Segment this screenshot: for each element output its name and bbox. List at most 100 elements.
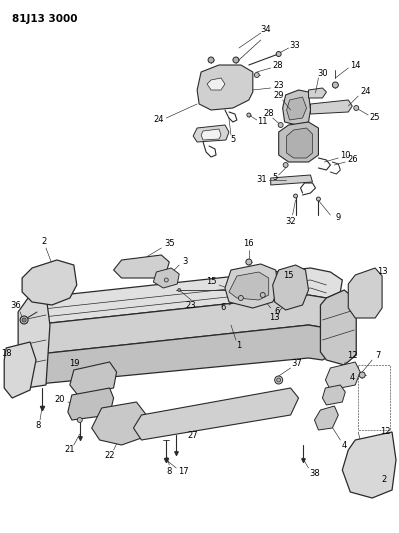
Polygon shape xyxy=(282,90,310,125)
Polygon shape xyxy=(70,362,117,395)
Text: 8: 8 xyxy=(167,467,172,477)
Circle shape xyxy=(77,417,82,423)
Text: 4: 4 xyxy=(342,441,347,450)
Text: 35: 35 xyxy=(164,239,175,248)
Text: 31: 31 xyxy=(257,175,267,184)
Text: 17: 17 xyxy=(178,467,188,477)
Polygon shape xyxy=(271,175,312,185)
Circle shape xyxy=(260,293,265,297)
Circle shape xyxy=(208,57,214,63)
Text: 7: 7 xyxy=(375,351,381,359)
Text: 18: 18 xyxy=(1,350,12,359)
Text: 26: 26 xyxy=(347,156,358,165)
Text: 10: 10 xyxy=(340,150,351,159)
Polygon shape xyxy=(201,129,221,140)
Polygon shape xyxy=(197,65,253,110)
Polygon shape xyxy=(320,290,356,365)
Text: 5: 5 xyxy=(272,174,277,182)
Polygon shape xyxy=(22,260,77,305)
Polygon shape xyxy=(225,264,279,308)
Text: 28: 28 xyxy=(263,109,274,117)
Text: 12: 12 xyxy=(347,351,358,360)
Circle shape xyxy=(20,316,28,324)
Text: 36: 36 xyxy=(11,301,22,310)
Text: 34: 34 xyxy=(261,26,271,35)
Polygon shape xyxy=(32,268,342,325)
Text: 15: 15 xyxy=(283,271,294,280)
Text: 3: 3 xyxy=(182,257,188,266)
Text: 1: 1 xyxy=(236,341,241,350)
Text: 30: 30 xyxy=(317,69,328,77)
Circle shape xyxy=(359,372,365,378)
Text: 32: 32 xyxy=(285,217,296,227)
Polygon shape xyxy=(314,406,338,430)
Circle shape xyxy=(246,259,252,265)
Text: 38: 38 xyxy=(309,470,320,479)
Circle shape xyxy=(283,163,288,167)
Polygon shape xyxy=(342,432,396,498)
Text: 27: 27 xyxy=(188,432,198,440)
Circle shape xyxy=(238,295,243,301)
Text: 22: 22 xyxy=(105,451,115,461)
Text: 25: 25 xyxy=(370,112,380,122)
Text: 29: 29 xyxy=(273,91,284,100)
Polygon shape xyxy=(286,97,306,120)
Text: 15: 15 xyxy=(206,278,216,287)
Circle shape xyxy=(278,123,283,127)
Polygon shape xyxy=(308,88,326,98)
Polygon shape xyxy=(326,362,360,390)
Polygon shape xyxy=(134,388,298,440)
Polygon shape xyxy=(322,385,345,405)
Text: 37: 37 xyxy=(291,359,302,368)
Circle shape xyxy=(276,52,281,56)
Text: 11: 11 xyxy=(257,117,268,126)
Text: 13: 13 xyxy=(269,313,280,322)
Polygon shape xyxy=(193,125,229,142)
Polygon shape xyxy=(273,265,308,310)
Text: 33: 33 xyxy=(289,41,300,50)
Text: 24: 24 xyxy=(153,116,164,125)
Text: 13: 13 xyxy=(377,268,387,277)
Text: 19: 19 xyxy=(69,359,80,368)
Text: 24: 24 xyxy=(360,87,370,96)
Text: 5: 5 xyxy=(230,135,235,144)
Polygon shape xyxy=(229,272,269,300)
Text: 14: 14 xyxy=(350,61,360,69)
Polygon shape xyxy=(286,128,312,158)
Text: 28: 28 xyxy=(273,61,283,69)
Circle shape xyxy=(332,82,338,88)
Circle shape xyxy=(316,197,320,201)
Polygon shape xyxy=(68,388,114,420)
Circle shape xyxy=(233,57,239,63)
Text: 16: 16 xyxy=(243,239,254,248)
Circle shape xyxy=(277,378,280,382)
Circle shape xyxy=(22,318,26,322)
Circle shape xyxy=(275,376,282,384)
Polygon shape xyxy=(207,78,225,90)
Polygon shape xyxy=(18,295,50,388)
Polygon shape xyxy=(30,295,342,355)
Polygon shape xyxy=(28,325,340,385)
Circle shape xyxy=(254,72,259,77)
Circle shape xyxy=(354,106,359,110)
Polygon shape xyxy=(348,268,382,318)
Circle shape xyxy=(247,113,251,117)
Text: 2: 2 xyxy=(41,238,47,246)
Polygon shape xyxy=(92,402,146,445)
Circle shape xyxy=(294,194,298,198)
Text: 21: 21 xyxy=(65,446,75,455)
Text: 9: 9 xyxy=(336,214,341,222)
Text: 2: 2 xyxy=(381,475,387,484)
Text: 23: 23 xyxy=(186,301,196,310)
Polygon shape xyxy=(153,268,179,288)
Text: 6: 6 xyxy=(220,303,226,312)
Text: 23: 23 xyxy=(273,82,284,91)
Text: 8: 8 xyxy=(36,422,41,431)
Polygon shape xyxy=(279,122,318,162)
Circle shape xyxy=(178,288,181,292)
Text: 20: 20 xyxy=(55,395,65,405)
Circle shape xyxy=(164,278,168,282)
Polygon shape xyxy=(114,255,169,278)
Text: 6: 6 xyxy=(274,308,279,317)
Text: 12: 12 xyxy=(380,427,390,437)
